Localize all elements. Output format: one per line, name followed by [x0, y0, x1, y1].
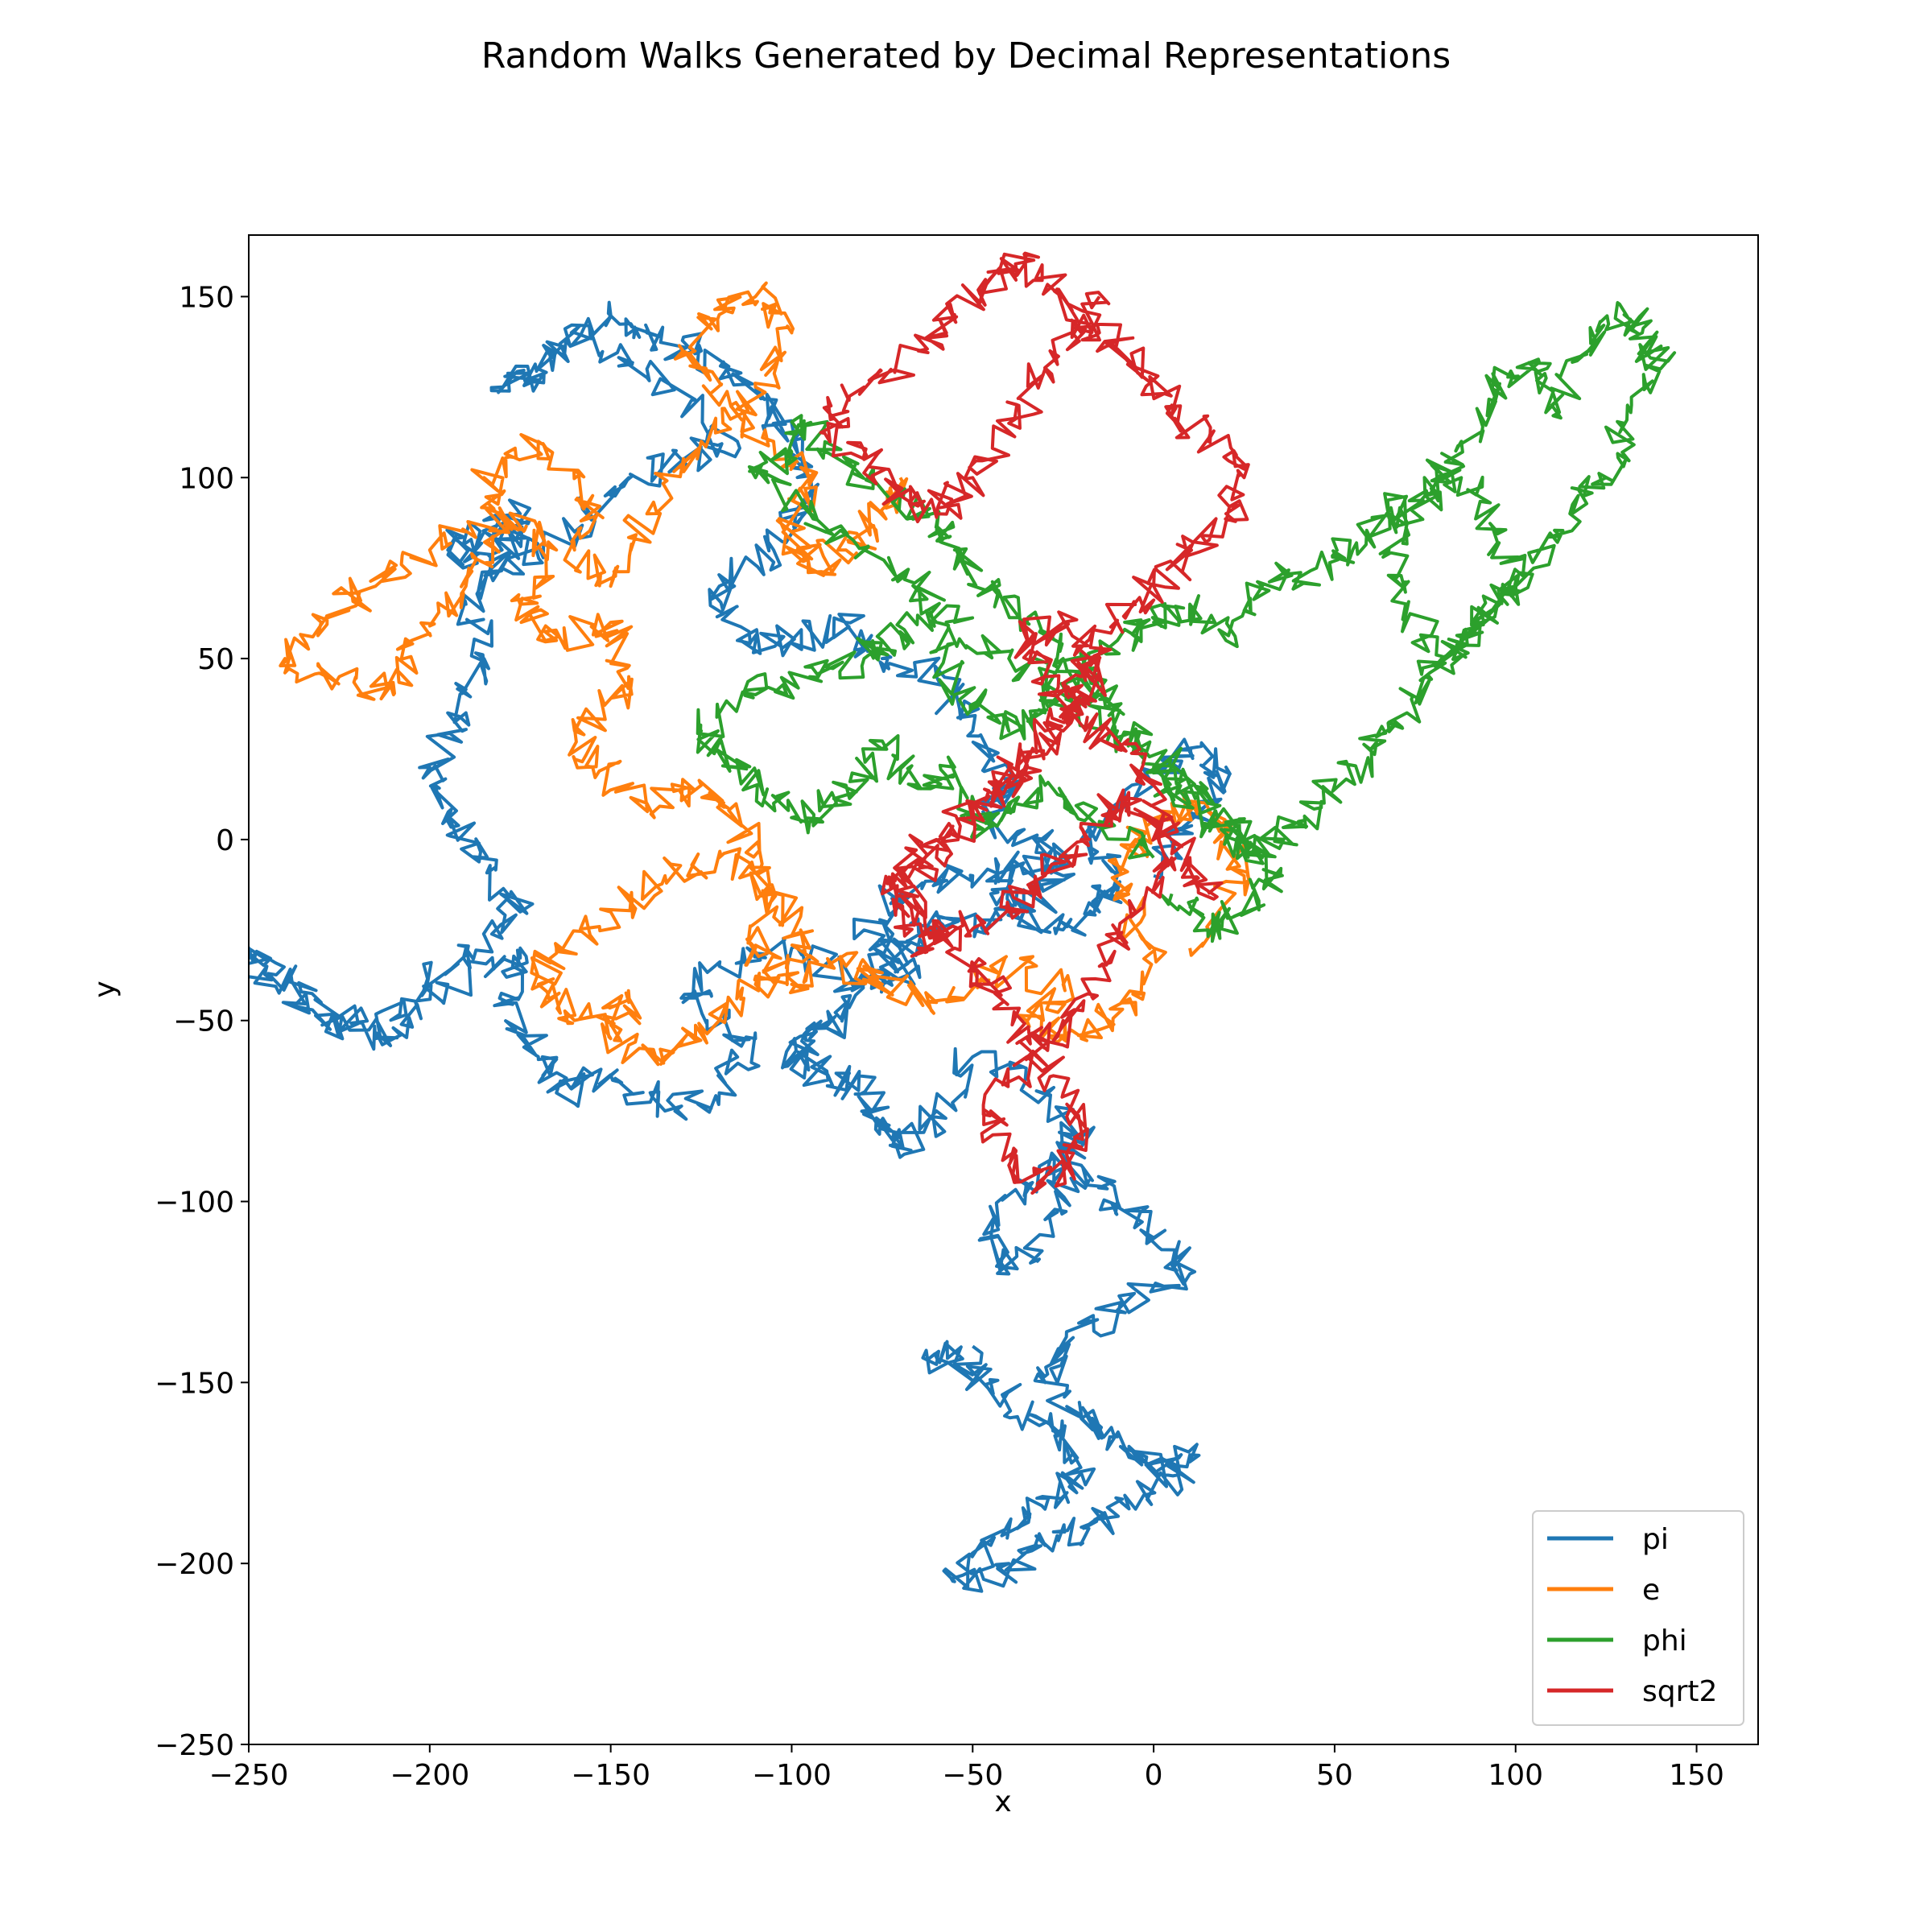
x-tick-label: 50 [1316, 1759, 1353, 1792]
y-tick-label: 50 [197, 643, 234, 676]
legend-label-e: e [1642, 1574, 1660, 1607]
x-tick-label: −200 [390, 1759, 469, 1792]
x-tick-label: 150 [1669, 1759, 1724, 1792]
plot-lines [249, 251, 1677, 1593]
y-tick-label: 150 [179, 281, 234, 314]
x-tick-label: 0 [1145, 1759, 1163, 1792]
legend-label-phi: phi [1642, 1624, 1687, 1657]
y-tick-label: −150 [155, 1367, 234, 1400]
x-tick-label: −100 [752, 1759, 832, 1792]
chart-title: Random Walks Generated by Decimal Repres… [481, 35, 1451, 76]
series-line-e [279, 281, 1251, 1067]
legend: pi e phi sqrt2 [1532, 1510, 1744, 1726]
y-tick-label: −200 [155, 1548, 234, 1581]
legend-label-sqrt2: sqrt2 [1642, 1675, 1717, 1708]
y-axis-ticks: −250 −200 −150 −100 −50 0 50 100 150 [155, 281, 249, 1762]
x-tick-label: −250 [209, 1759, 289, 1792]
x-tick-label: 100 [1488, 1759, 1543, 1792]
series-line-phi [696, 301, 1677, 943]
axes-frame [248, 234, 1759, 1745]
x-tick-label: −50 [942, 1759, 1003, 1792]
y-tick-label: −50 [173, 1005, 234, 1038]
y-tick-label: −100 [155, 1187, 234, 1220]
series-line-sqrt2 [819, 251, 1250, 1195]
y-tick-label: 0 [216, 824, 234, 857]
legend-label-pi: pi [1642, 1523, 1669, 1556]
x-axis-label: x [994, 1785, 1011, 1818]
legend-box [1532, 1510, 1744, 1726]
y-tick-label: −250 [155, 1729, 234, 1762]
y-axis-label: y [89, 980, 122, 997]
series-line-pi [249, 300, 1232, 1593]
y-tick-label: 100 [179, 462, 234, 495]
x-axis-ticks: −250 −200 −150 −100 −50 0 50 100 150 [209, 1744, 1724, 1792]
x-tick-label: −150 [571, 1759, 650, 1792]
